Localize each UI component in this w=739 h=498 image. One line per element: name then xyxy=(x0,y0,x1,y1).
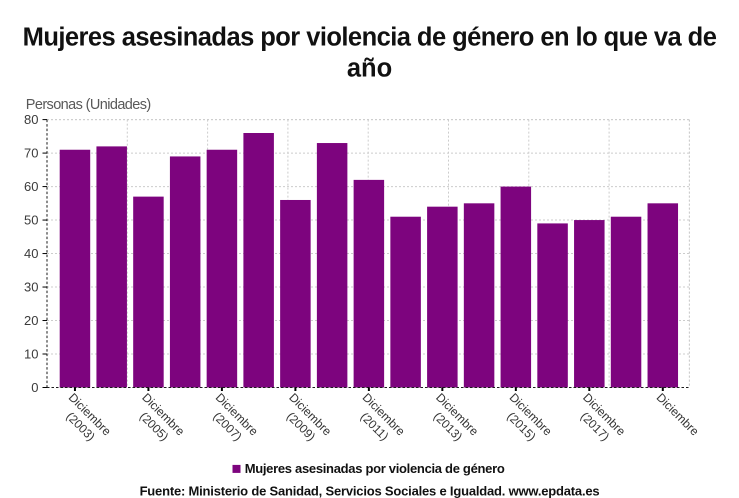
svg-text:70: 70 xyxy=(24,146,38,161)
svg-text:60: 60 xyxy=(24,179,38,194)
svg-text:año: año xyxy=(347,55,392,83)
svg-text:Personas (Unidades): Personas (Unidades) xyxy=(26,97,151,113)
svg-text:20: 20 xyxy=(24,313,38,328)
svg-text:Mujeres asesinadas por violenc: Mujeres asesinadas por violencia de géne… xyxy=(245,461,505,476)
svg-text:0: 0 xyxy=(31,380,38,395)
svg-text:Mujeres asesinadas por violenc: Mujeres asesinadas por violencia de géne… xyxy=(23,24,717,52)
svg-text:80: 80 xyxy=(24,112,38,127)
svg-text:50: 50 xyxy=(24,213,38,228)
svg-text:10: 10 xyxy=(24,347,38,362)
svg-text:40: 40 xyxy=(24,246,38,261)
svg-text:Fuente: Ministerio de Sanidad,: Fuente: Ministerio de Sanidad, Servicios… xyxy=(140,484,600,498)
svg-text:30: 30 xyxy=(24,280,38,295)
